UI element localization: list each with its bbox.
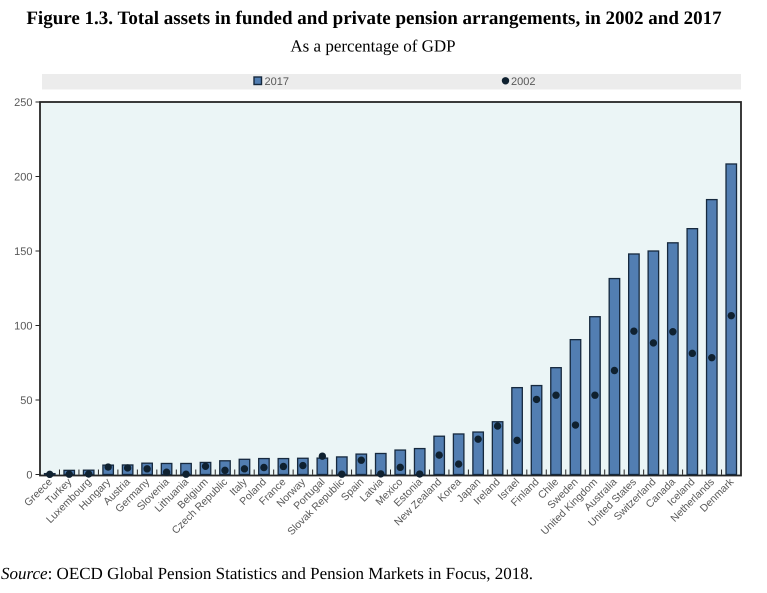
svg-text:50: 50 <box>20 395 32 407</box>
svg-text:100: 100 <box>14 321 32 333</box>
svg-text:2002: 2002 <box>511 76 535 88</box>
svg-text:Figure 1.3. Total assets in fu: Figure 1.3. Total assets in funded and p… <box>26 8 722 29</box>
svg-text:150: 150 <box>14 246 32 258</box>
svg-text:0: 0 <box>26 470 32 482</box>
svg-text:250: 250 <box>14 97 32 109</box>
svg-text:Source: OECD Global Pension St: Source: OECD Global Pension Statistics a… <box>1 564 533 583</box>
svg-text:2017: 2017 <box>265 76 289 88</box>
svg-text:200: 200 <box>14 172 32 184</box>
svg-text:As a percentage of GDP: As a percentage of GDP <box>290 37 455 56</box>
